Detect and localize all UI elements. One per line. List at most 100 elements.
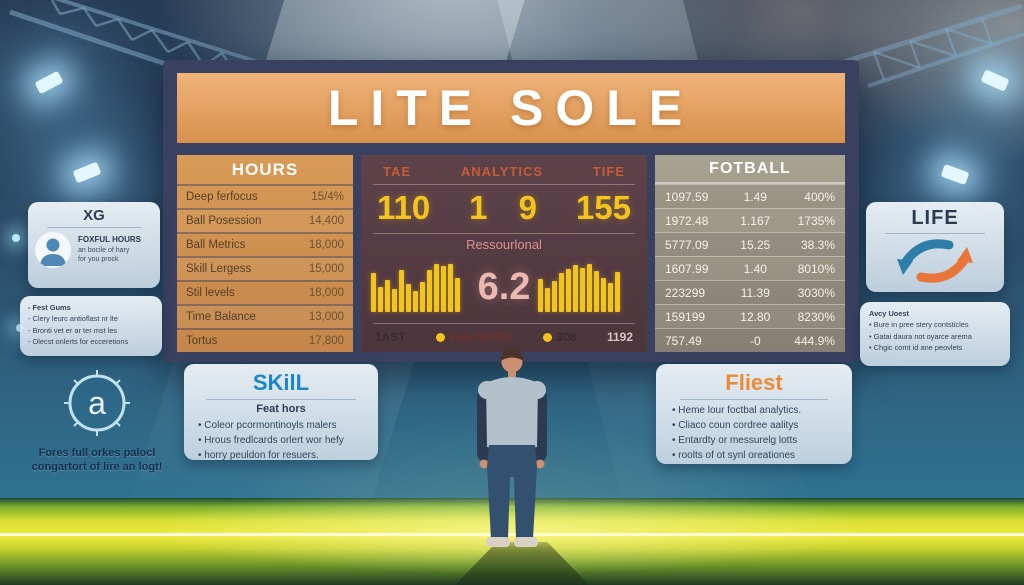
floodlight-icon <box>72 161 102 184</box>
cell-value: 3030% <box>797 285 835 300</box>
fotball-panel: FOTBALL 1097.59 1.49 400% 1972.48 1.167 1735%… <box>655 155 845 352</box>
cell-value: 15.25 <box>740 237 771 252</box>
cell-value: 38.3% <box>800 237 835 252</box>
cell-value: 1097.59 <box>665 189 709 204</box>
table-row: 223299 11.39 3030% <box>655 280 845 304</box>
row-label: Stil levels <box>186 287 235 299</box>
note-line: • Bure in pree stery contsticles <box>869 320 969 330</box>
avatar <box>35 232 71 268</box>
row-value: 18,000 <box>308 287 344 299</box>
divider <box>373 184 635 185</box>
fliest-list: Heme lour foctbal analytics.Cliaco coun … <box>668 403 840 463</box>
chart-bar <box>378 286 383 312</box>
caption-line: congartort of lire an logt! <box>31 461 163 474</box>
xg-notes-card: - Fest Gums - Clery leurc antioflast nr l… <box>20 296 162 356</box>
cell-value: 1607.99 <box>665 261 709 276</box>
cell-value: 11.39 <box>740 285 770 300</box>
table-row: 5777.09 15.25 38.3% <box>655 232 845 256</box>
chart-bar <box>448 264 453 312</box>
chart-bar <box>594 271 600 312</box>
xg-heading: FOXFUL HOURS <box>78 235 141 245</box>
cell-value: 1972.48 <box>665 213 709 228</box>
cell-value: 159199 <box>665 309 706 324</box>
note-line: roolts of ot synl oreationes <box>672 448 840 463</box>
chart-bar <box>392 289 397 312</box>
bar-group-right <box>538 263 637 312</box>
bullet-dot-icon <box>436 332 446 342</box>
row-label: Ball Metrics <box>186 239 246 251</box>
value-tife: 155 <box>575 189 631 226</box>
cell-value: 5777.09 <box>665 237 709 252</box>
caption-line: Fores full orkes palocl <box>38 447 156 459</box>
chart-bar <box>371 273 376 312</box>
analytics-panel: TAE ANALYTICS TIFE 110 1 9 155 Ressourlo… <box>361 155 647 352</box>
analytics-subtitle: Ressourlonal <box>466 237 542 252</box>
row-value: 15,000 <box>308 263 344 275</box>
person-figure <box>477 348 547 547</box>
floodlight-icon <box>940 163 970 186</box>
divider <box>680 399 828 400</box>
cycle-arrows-icon <box>873 237 997 285</box>
skill-card: SKilL Feat hors Coleor pcormontinoyls ma… <box>184 364 378 463</box>
fliest-card-title: Fliest <box>725 370 783 395</box>
row-label: Tortus <box>186 335 218 347</box>
life-notes-list: • Bure in pree stery contsticles • Gatai … <box>869 319 1001 353</box>
cell-value: 1.167 <box>740 213 771 228</box>
chart-bar <box>385 279 390 312</box>
cell-value: -0 <box>749 333 761 348</box>
footer-stat-label: 308 <box>556 330 577 344</box>
divider <box>373 323 635 324</box>
xg-card: XG FOXFUL HOURS an bocile of hary for yo… <box>28 202 160 288</box>
bar-chart: 6.2 <box>361 254 647 323</box>
floodlight-icon <box>34 70 64 95</box>
xg-line: an bocile of hary <box>78 246 130 254</box>
chart-bar <box>573 265 579 312</box>
skill-list: Coleor pcormontinoyls malersHrous fredlc… <box>194 418 368 463</box>
note-line: - Bronti vet er ar ter mst les <box>28 325 118 335</box>
xg-card-title: XG <box>83 207 105 224</box>
table-row: 1607.99 1.40 8010% <box>655 256 845 280</box>
row-label: Ball Posession <box>186 215 262 227</box>
table-row: Stil levels 18,000 <box>177 280 353 304</box>
footer-stat: Few MURS <box>436 330 512 344</box>
bullet-dot-icon <box>542 332 552 342</box>
cell-value: 1735% <box>797 213 835 228</box>
divider <box>373 233 635 234</box>
table-row: Deep ferfocus 15/4% <box>177 184 353 208</box>
note-line: • Chgic comt id ane peovlets <box>869 343 963 353</box>
row-label: Time Balance <box>186 311 256 323</box>
note-line: Cliaco coun cordree aalitys <box>672 418 840 433</box>
divider <box>47 227 141 228</box>
divider <box>885 233 985 234</box>
table-row: 159199 12.80 8230% <box>655 304 845 328</box>
row-value: 13,000 <box>308 311 344 323</box>
person-icon <box>40 238 66 266</box>
table-row: 1097.59 1.49 400% <box>655 184 845 208</box>
chart-bar <box>587 263 593 312</box>
cell-value: 444.9% <box>794 333 835 348</box>
chart-bar <box>441 266 446 312</box>
footer-stat: 1192 <box>606 330 633 344</box>
chart-bar <box>455 277 460 312</box>
chart-bar <box>538 278 544 312</box>
note-line: Heme lour foctbal analytics. <box>672 403 840 418</box>
column-header: TIFE <box>592 164 625 179</box>
chart-bar <box>559 273 565 312</box>
life-card: LIFE <box>866 202 1004 292</box>
note-line: - Olecst onlerts for ecceretions <box>28 337 129 347</box>
chart-bar <box>406 283 411 312</box>
chart-bar <box>434 263 439 312</box>
analytics-column-headers: TAE ANALYTICS TIFE <box>361 155 647 184</box>
table-row: Time Balance 13,000 <box>177 304 353 328</box>
small-light-icon <box>12 234 20 242</box>
value-analytics: 1 9 <box>469 189 538 226</box>
life-notes-card: Avcy Uoest • Bure in pree stery contstic… <box>860 302 1010 366</box>
row-value: 15/4% <box>311 191 344 203</box>
cell-value: 1.40 <box>743 261 767 276</box>
chart-bar <box>545 287 551 312</box>
table-row: Skill Lergess 15,000 <box>177 256 353 280</box>
fotball-panel-title: FOTBALL <box>655 155 845 184</box>
chart-bar <box>413 291 418 312</box>
chart-bar <box>615 272 621 312</box>
floodlight-icon <box>980 69 1010 92</box>
